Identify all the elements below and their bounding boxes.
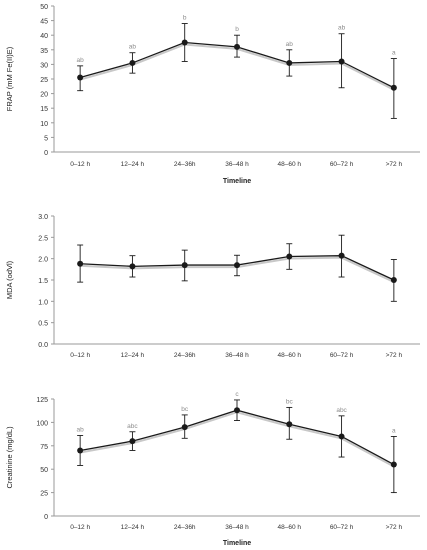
x-tick-label: >72 h: [386, 524, 403, 531]
y-tick-label: 100: [36, 420, 48, 427]
y-axis-title: MDA (odVl): [5, 260, 14, 299]
x-tick-label: 12–24 h: [121, 524, 145, 531]
significance-label: ab: [77, 427, 85, 434]
data-point: [234, 262, 240, 269]
data-point: [286, 421, 293, 428]
significance-label: abc: [127, 423, 138, 430]
y-tick-label: 30: [40, 62, 48, 69]
y-tick-label: 20: [40, 92, 48, 99]
y-tick-label: 10: [40, 121, 48, 128]
x-tick-label: 24–36h: [174, 524, 196, 531]
y-tick-label: 5: [44, 135, 48, 142]
x-tick-label: 0–12 h: [70, 524, 90, 531]
mda-chart: 0.0 0.5 1.0 1.5 2.0 2.5 3.0 0–12 h 12–24 h 24–36h…: [5, 214, 420, 359]
x-tick-label: 24–36h: [174, 161, 196, 168]
creatinine-chart: 0 25 50 75 100 125 0–12 h 12–24 h 24–36h 36–48 h 4…: [5, 391, 420, 547]
x-tick-label: 12–24 h: [121, 352, 145, 359]
y-tick-label: 2.5: [38, 235, 48, 242]
data-point: [77, 260, 84, 267]
x-tick-label: 36–48 h: [225, 524, 249, 531]
y-tick-label: 2.0: [38, 257, 48, 264]
y-tick-label: 50: [40, 4, 48, 11]
y-tick-label: 75: [40, 444, 48, 451]
significance-label: ab: [286, 41, 294, 48]
data-point: [390, 461, 397, 468]
significance-label: ab: [338, 25, 346, 32]
y-tick-label: 0.0: [38, 342, 48, 349]
y-tick-label: 1.5: [38, 278, 48, 285]
x-tick-label: >72 h: [386, 352, 403, 359]
y-tick-label: 25: [40, 491, 48, 498]
x-tick-label: 24–36h: [174, 352, 196, 359]
data-point: [286, 59, 293, 66]
significance-label: bc: [286, 398, 294, 405]
y-tick-label: 15: [40, 106, 48, 113]
significance-label: b: [235, 26, 239, 33]
x-tick-label: 60–72 h: [330, 524, 354, 531]
x-tick-label: 60–72 h: [330, 352, 354, 359]
y-tick-label: 40: [40, 33, 48, 40]
y-tick-label: 0.5: [38, 321, 48, 328]
y-tick-label: 3.0: [38, 214, 48, 221]
x-tick-label: 48–60 h: [278, 161, 302, 168]
significance-label: a: [392, 427, 396, 434]
frap-chart: 0 5 10 15 20 25 30 35 40 45 50 0–12 h 12–24 h 24–36h 3…: [5, 4, 420, 185]
x-axis-title: Timeline: [223, 178, 251, 185]
significance-label: a: [392, 50, 396, 57]
x-tick-label: 0–12 h: [70, 352, 90, 359]
x-tick-label: >72 h: [386, 161, 403, 168]
y-axis-title: Creatinine (mg/dL): [5, 426, 14, 489]
significance-label: c: [235, 391, 239, 398]
significance-label: b: [183, 15, 187, 22]
data-point: [77, 74, 84, 81]
x-tick-label: 48–60 h: [278, 524, 302, 531]
y-tick-label: 125: [36, 397, 48, 404]
x-axis-title: Timeline: [223, 540, 251, 547]
data-point: [390, 84, 397, 91]
significance-label: ab: [77, 57, 85, 64]
data-point: [181, 262, 188, 269]
data-point: [286, 253, 293, 260]
data-point: [338, 58, 345, 65]
x-tick-label: 60–72 h: [330, 161, 354, 168]
y-axis-title: FRAP (mM Fe(II)E): [5, 46, 14, 111]
y-tick-label: 50: [40, 467, 48, 474]
y-tick-label: 0: [44, 150, 48, 157]
data-point: [129, 263, 136, 270]
y-tick-label: 35: [40, 48, 48, 55]
significance-label: ab: [129, 44, 137, 51]
y-tick-label: 25: [40, 77, 48, 84]
significance-label: bc: [181, 406, 189, 413]
y-tick-label: 1.0: [38, 299, 48, 306]
data-point: [338, 252, 345, 259]
data-point: [129, 59, 136, 66]
x-tick-label: 36–48 h: [225, 352, 249, 359]
x-tick-label: 12–24 h: [121, 161, 145, 168]
data-point: [77, 447, 84, 454]
x-tick-label: 36–48 h: [225, 161, 249, 168]
data-point: [129, 438, 136, 445]
data-point: [234, 407, 240, 414]
x-tick-label: 48–60 h: [278, 352, 302, 359]
y-tick-label: 0: [44, 514, 48, 521]
data-point: [338, 433, 345, 440]
significance-label: abc: [336, 407, 347, 414]
data-point: [181, 39, 188, 46]
x-tick-label: 0–12 h: [70, 161, 90, 168]
data-point: [234, 43, 240, 50]
y-tick-label: 45: [40, 19, 48, 26]
data-point: [390, 277, 397, 283]
data-point: [181, 424, 188, 431]
